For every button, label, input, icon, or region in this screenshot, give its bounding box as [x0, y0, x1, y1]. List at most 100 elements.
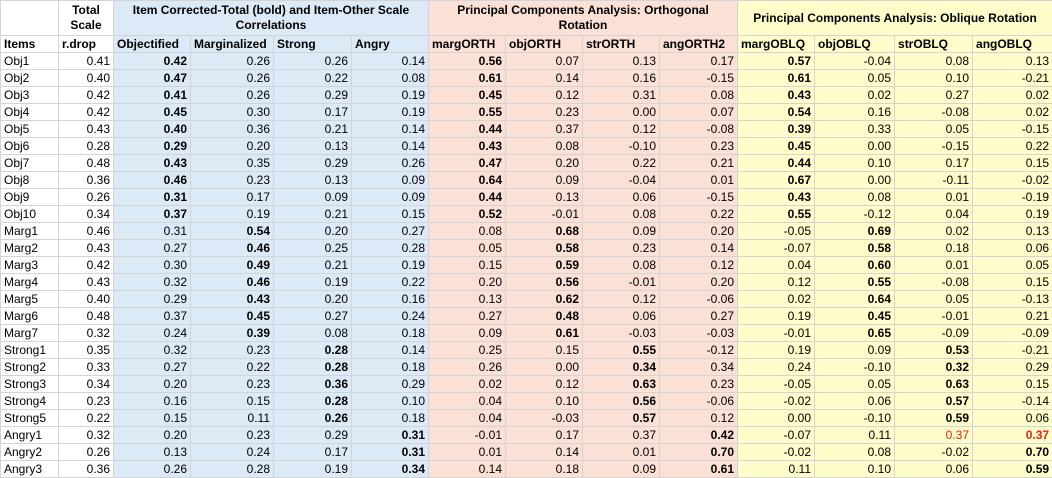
table-cell: 0.02 [737, 290, 816, 308]
table-cell: 0.13 [113, 443, 191, 461]
table-cell: 0.27 [428, 307, 506, 325]
table-cell: 0.11 [814, 426, 896, 444]
table-cell: 0.19 [737, 341, 816, 359]
column-header: Marginalized [190, 35, 274, 53]
table-cell: 0.13 [972, 52, 1052, 70]
table-cell: 0.00 [814, 171, 896, 189]
table-cell: 0.46 [58, 222, 114, 240]
table-cell: 0.07 [658, 103, 739, 121]
table-cell: 0.15 [972, 154, 1052, 172]
table-cell: 0.43 [58, 120, 114, 138]
table-row: Angry1 0.32 0.20 0.23 0.29 0.31 -0.01 0.17 0.37 0… [0, 426, 1052, 444]
table-cell: 0.37 [113, 307, 191, 325]
table-cell: -0.02 [737, 443, 816, 461]
table-cell: 0.37 [972, 426, 1052, 444]
table-cell: 0.14 [505, 69, 583, 87]
corrected-total-group-header: Item Corrected-Total (bold) and Item-Oth… [113, 0, 429, 36]
item-label: Strong5 [0, 409, 59, 427]
table-cell: 0.19 [190, 205, 274, 223]
table-cell: 0.04 [894, 205, 974, 223]
table-cell: 0.01 [658, 171, 739, 189]
table-cell: 0.13 [273, 137, 352, 155]
table-cell: 0.05 [814, 69, 896, 87]
table-cell: 0.57 [737, 52, 816, 70]
table-cell: 0.13 [582, 52, 660, 70]
table-cell: 0.61 [428, 69, 506, 87]
table-cell: 0.55 [737, 205, 816, 223]
column-header: angORTH2 [658, 35, 739, 53]
table-cell: 0.53 [894, 341, 974, 359]
table-cell: 0.04 [428, 392, 506, 410]
table-cell: 0.69 [814, 222, 896, 240]
table-cell: 0.63 [894, 375, 974, 393]
table-cell: 0.01 [582, 443, 660, 461]
group-header-row: Total Scale Item Corrected-Total (bold) … [0, 0, 1052, 36]
table-cell: -0.02 [894, 443, 974, 461]
table-cell: 0.02 [972, 103, 1052, 121]
table-cell: 0.42 [58, 86, 114, 104]
table-cell: 0.37 [582, 426, 660, 444]
table-cell: 0.29 [113, 137, 191, 155]
table-row: Strong1 0.35 0.32 0.23 0.28 0.14 0.25 0.15 0.55-… [0, 341, 1052, 359]
item-label: Obj4 [0, 103, 59, 121]
table-cell: 0.14 [351, 137, 429, 155]
table-cell: 0.13 [273, 171, 352, 189]
table-cell: 0.29 [273, 426, 352, 444]
table-cell: -0.06 [658, 290, 739, 308]
table-cell: -0.21 [972, 341, 1052, 359]
table-cell: 0.22 [658, 205, 739, 223]
column-header: margOBLQ [737, 35, 816, 53]
table-cell: 0.23 [658, 375, 739, 393]
table-cell: 0.05 [894, 290, 974, 308]
table-cell: -0.08 [894, 103, 974, 121]
table-cell: 0.04 [428, 409, 506, 427]
table-row: Strong2 0.33 0.27 0.22 0.28 0.18 0.26 0.00 0.34 0… [0, 358, 1052, 376]
table-cell: -0.05 [737, 222, 816, 240]
item-label: Marg4 [0, 273, 59, 291]
table-cell: 0.59 [894, 409, 974, 427]
table-cell: 0.09 [351, 188, 429, 206]
table-cell: 0.06 [582, 188, 660, 206]
table-cell: 0.17 [894, 154, 974, 172]
table-cell: 0.14 [505, 443, 583, 461]
table-cell: 0.00 [814, 137, 896, 155]
table-cell: 0.58 [505, 239, 583, 257]
table-cell: 0.23 [190, 341, 274, 359]
table-cell: 0.64 [814, 290, 896, 308]
table-cell: 0.27 [273, 307, 352, 325]
table-cell: 0.30 [113, 256, 191, 274]
table-cell: 0.35 [190, 154, 274, 172]
table-cell: 0.45 [113, 103, 191, 121]
table-cell: -0.09 [972, 324, 1052, 342]
table-cell: 0.08 [658, 86, 739, 104]
table-cell: -0.14 [972, 392, 1052, 410]
oblique-group-header: Principal Components Analysis: Oblique R… [737, 0, 1052, 36]
table-cell: 0.47 [428, 154, 506, 172]
table-row: Obj5 0.43 0.40 0.36 0.21 0.14 0.44 0.37 0.12 -0.0… [0, 120, 1052, 138]
table-cell: -0.19 [972, 188, 1052, 206]
table-cell: 0.63 [582, 375, 660, 393]
table-cell: 0.20 [428, 273, 506, 291]
table-cell: 0.31 [351, 426, 429, 444]
table-cell: 0.43 [737, 86, 816, 104]
table-cell: -0.01 [894, 307, 974, 325]
table-cell: 0.47 [113, 69, 191, 87]
table-cell: 0.43 [190, 290, 274, 308]
table-cell: 0.18 [351, 358, 429, 376]
table-cell: 0.26 [190, 69, 274, 87]
table-cell: 0.31 [113, 188, 191, 206]
table-cell: 0.22 [582, 154, 660, 172]
table-cell: 0.20 [658, 273, 739, 291]
item-label: Marg1 [0, 222, 59, 240]
table-cell: 0.40 [113, 120, 191, 138]
table-cell: 0.09 [582, 222, 660, 240]
table-cell: 0.61 [658, 460, 739, 478]
table-cell: 0.20 [273, 290, 352, 308]
item-label: Obj1 [0, 52, 59, 70]
table-cell: 0.43 [113, 154, 191, 172]
table-cell: 0.28 [351, 239, 429, 257]
total-scale-header: Total Scale [58, 0, 114, 36]
table-cell: 0.12 [505, 86, 583, 104]
table-row: Marg5 0.40 0.29 0.43 0.20 0.16 0.13 0.62 0.12 -0.… [0, 290, 1052, 308]
